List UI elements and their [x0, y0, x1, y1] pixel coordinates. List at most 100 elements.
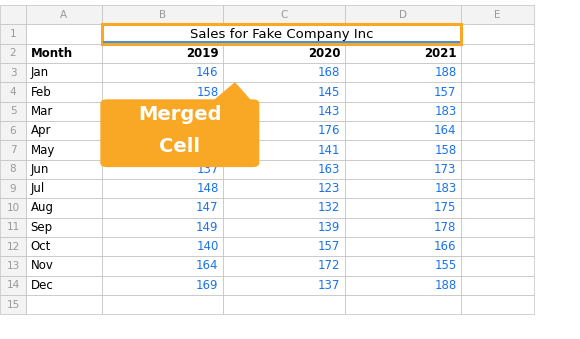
Text: C: C — [281, 10, 288, 20]
Bar — [223, 82, 345, 102]
Bar — [461, 237, 534, 256]
Text: 10: 10 — [6, 203, 20, 213]
Text: 13: 13 — [6, 261, 20, 271]
Text: Jul: Jul — [31, 182, 45, 195]
Text: 149: 149 — [196, 221, 219, 234]
Bar — [461, 198, 534, 218]
Text: Apr: Apr — [31, 124, 51, 137]
Text: Dec: Dec — [31, 279, 53, 292]
Bar — [26, 276, 102, 295]
Bar — [461, 63, 534, 82]
Bar — [223, 140, 345, 160]
Bar — [0, 179, 26, 198]
Bar — [461, 102, 534, 121]
Bar — [26, 160, 102, 179]
Bar — [345, 198, 461, 218]
Bar — [223, 63, 345, 82]
Text: 137: 137 — [318, 279, 340, 292]
Text: 176: 176 — [318, 124, 340, 137]
Bar — [102, 102, 223, 121]
Bar — [26, 140, 102, 160]
Bar — [0, 140, 26, 160]
Bar — [102, 63, 223, 82]
Bar — [26, 179, 102, 198]
Text: 159: 159 — [196, 124, 219, 137]
Text: Jan: Jan — [31, 66, 49, 79]
Text: 157: 157 — [434, 85, 456, 99]
Bar — [223, 295, 345, 314]
Text: 7: 7 — [10, 145, 16, 155]
Bar — [461, 256, 534, 276]
Bar — [102, 160, 223, 179]
Text: 132: 132 — [318, 201, 340, 215]
Bar — [345, 295, 461, 314]
Bar — [0, 276, 26, 295]
Text: D: D — [399, 10, 407, 20]
Text: 183: 183 — [434, 105, 456, 118]
Text: 158: 158 — [434, 143, 456, 157]
Bar — [0, 44, 26, 63]
Bar — [345, 256, 461, 276]
Text: 137: 137 — [196, 163, 219, 176]
Bar — [102, 82, 223, 102]
Text: 2020: 2020 — [308, 47, 340, 60]
Bar — [345, 102, 461, 121]
Bar — [102, 198, 223, 218]
Bar — [461, 82, 534, 102]
Bar — [0, 5, 26, 24]
Bar — [461, 5, 534, 24]
Text: 173: 173 — [434, 163, 456, 176]
Text: Jun: Jun — [31, 163, 49, 176]
Bar — [26, 237, 102, 256]
Text: 4: 4 — [10, 87, 16, 97]
Bar — [223, 179, 345, 198]
Bar — [0, 63, 26, 82]
Text: Merged: Merged — [138, 105, 222, 124]
Text: 139: 139 — [318, 221, 340, 234]
Bar — [0, 237, 26, 256]
Text: Sales for Fake Company Inc: Sales for Fake Company Inc — [190, 27, 373, 41]
Bar — [223, 237, 345, 256]
Bar — [26, 102, 102, 121]
Text: 164: 164 — [434, 124, 456, 137]
Bar — [26, 121, 102, 140]
Bar — [223, 44, 345, 63]
Text: 8: 8 — [10, 164, 16, 174]
Bar — [461, 276, 534, 295]
Bar — [345, 121, 461, 140]
Bar — [102, 256, 223, 276]
Text: 188: 188 — [434, 279, 456, 292]
Text: 141: 141 — [318, 143, 340, 157]
Bar — [223, 5, 345, 24]
FancyBboxPatch shape — [100, 99, 259, 167]
Text: 164: 164 — [196, 259, 219, 273]
Bar — [461, 179, 534, 198]
Text: 3: 3 — [10, 68, 16, 78]
Text: 140: 140 — [196, 240, 219, 253]
Text: Oct: Oct — [31, 240, 51, 253]
Bar — [461, 121, 534, 140]
Text: 168: 168 — [318, 66, 340, 79]
Text: 2019: 2019 — [186, 47, 219, 60]
Bar — [223, 218, 345, 237]
Text: Mar: Mar — [31, 105, 53, 118]
Bar — [461, 160, 534, 179]
Bar — [0, 82, 26, 102]
Text: E: E — [494, 10, 501, 20]
Bar — [0, 256, 26, 276]
Bar — [26, 24, 102, 44]
Bar — [102, 44, 223, 63]
Bar — [26, 44, 102, 63]
Bar — [102, 295, 223, 314]
Text: 6: 6 — [10, 126, 16, 136]
Text: 169: 169 — [196, 279, 219, 292]
Bar — [102, 218, 223, 237]
Text: 2021: 2021 — [424, 47, 456, 60]
Bar — [102, 276, 223, 295]
Bar — [223, 121, 345, 140]
Bar — [102, 24, 461, 44]
Text: 157: 157 — [318, 240, 340, 253]
Bar — [102, 121, 223, 140]
Bar — [461, 295, 534, 314]
Bar — [102, 237, 223, 256]
